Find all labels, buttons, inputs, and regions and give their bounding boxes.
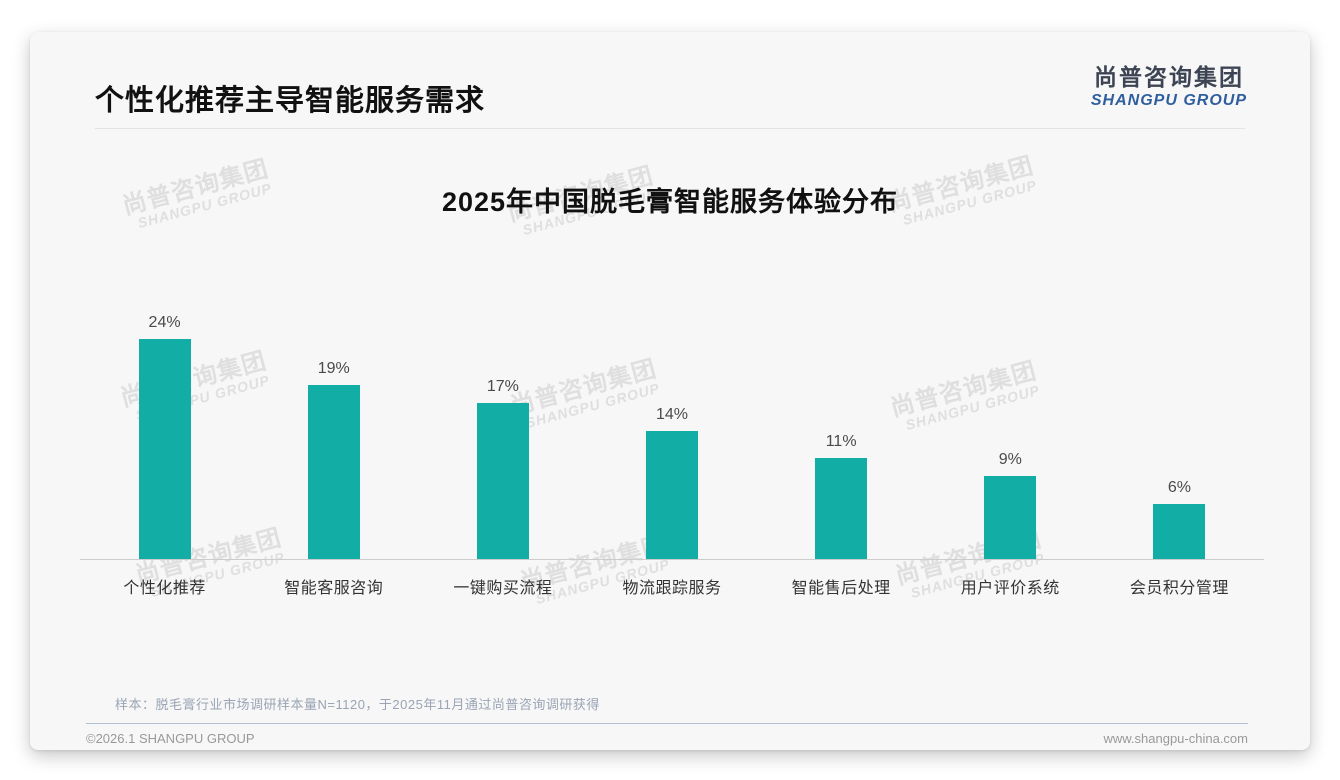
company-logo: 尚普咨询集团 SHANGPU GROUP (1091, 65, 1247, 110)
chart-title: 2025年中国脱毛膏智能服务体验分布 (441, 187, 899, 217)
footer-copyright: ©2026.1 SHANGPU GROUP (86, 731, 255, 747)
footer-divider (86, 723, 1248, 725)
plot-area: 24% 19% 17% 14% 11% 9% 6% (80, 239, 1264, 561)
bar-value-label: 9% (998, 451, 1022, 469)
x-axis-label: 智能售后处理 (791, 580, 891, 598)
x-axis-label: 物流跟踪服务 (622, 580, 722, 598)
x-axis-label: 个性化推荐 (123, 580, 206, 598)
bar-value-label: 24% (148, 314, 181, 332)
bar-column: 24% (80, 314, 249, 560)
bar-value-label: 19% (317, 360, 350, 378)
bar-column: 6% (1095, 479, 1264, 560)
footer-website: www.shangpu-china.com (1103, 731, 1248, 747)
logo-chinese-name: 尚普咨询集团 (1093, 64, 1244, 90)
bar (815, 458, 868, 560)
sample-footnote: 样本：脱毛膏行业市场调研样本量N=1120，于2025年11月通过尚普咨询调研获… (115, 697, 600, 713)
x-axis-label: 智能客服咨询 (284, 580, 384, 598)
bar (476, 403, 529, 560)
bar-value-label: 14% (655, 406, 688, 424)
footer: ©2026.1 SHANGPU GROUP www.shangpu-china.… (30, 724, 1310, 746)
bar-column: 9% (926, 451, 1095, 560)
x-axis-label: 用户评价系统 (960, 580, 1060, 598)
slide-card: 尚普咨询集团 SHANGPU GROUP 尚普咨询集团 SHANGPU GROUP 尚普… (30, 32, 1310, 750)
bar (1153, 504, 1206, 560)
x-axis-label: 一键购买流程 (453, 580, 553, 598)
bar-column: 11% (757, 433, 926, 560)
bar (138, 339, 191, 560)
bar (645, 431, 698, 560)
x-axis-label: 会员积分管理 (1129, 580, 1229, 598)
page-title: 个性化推荐主导智能服务需求 (95, 85, 486, 117)
bar-column: 17% (418, 378, 587, 560)
bar (984, 476, 1037, 560)
bar-column: 19% (249, 360, 418, 560)
bar-value-label: 11% (825, 433, 857, 451)
header-divider (95, 128, 1245, 129)
bar-column: 14% (587, 406, 756, 560)
bar (307, 385, 360, 560)
header: 个性化推荐主导智能服务需求 尚普咨询集团 SHANGPU GROUP (30, 32, 1310, 119)
bar-value-label: 6% (1167, 479, 1191, 497)
logo-english-name: SHANGPU GROUP (1090, 92, 1247, 110)
bar-value-label: 17% (486, 378, 519, 396)
x-axis-labels: 个性化推荐 智能客服咨询 一键购买流程 物流跟踪服务 智能售后处理 用户评价系统 会员积分管… (80, 560, 1264, 598)
